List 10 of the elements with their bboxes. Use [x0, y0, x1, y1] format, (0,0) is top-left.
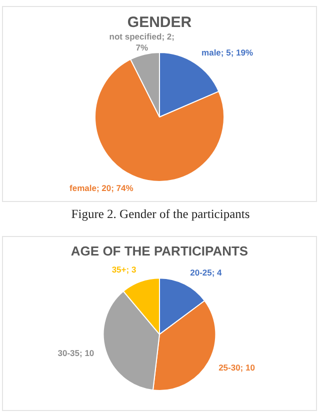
chart-title: AGE OF THE PARTICIPANTS [70, 243, 248, 258]
slice-label: 25-30; 10 [218, 362, 256, 373]
slice-label: female; 20; 74% [70, 183, 134, 194]
chart-title: GENDER [127, 14, 192, 32]
slice-label: male; 5; 19% [202, 47, 254, 58]
slice-label: 20-25; 4 [190, 268, 222, 278]
slice-label: not specified; 2; 7% [109, 31, 175, 52]
caption: Figure 2. Gender of the participants [70, 207, 251, 222]
slice-label: 35+; 3 [112, 264, 136, 275]
slice-label: 30-35; 10 [58, 348, 94, 358]
